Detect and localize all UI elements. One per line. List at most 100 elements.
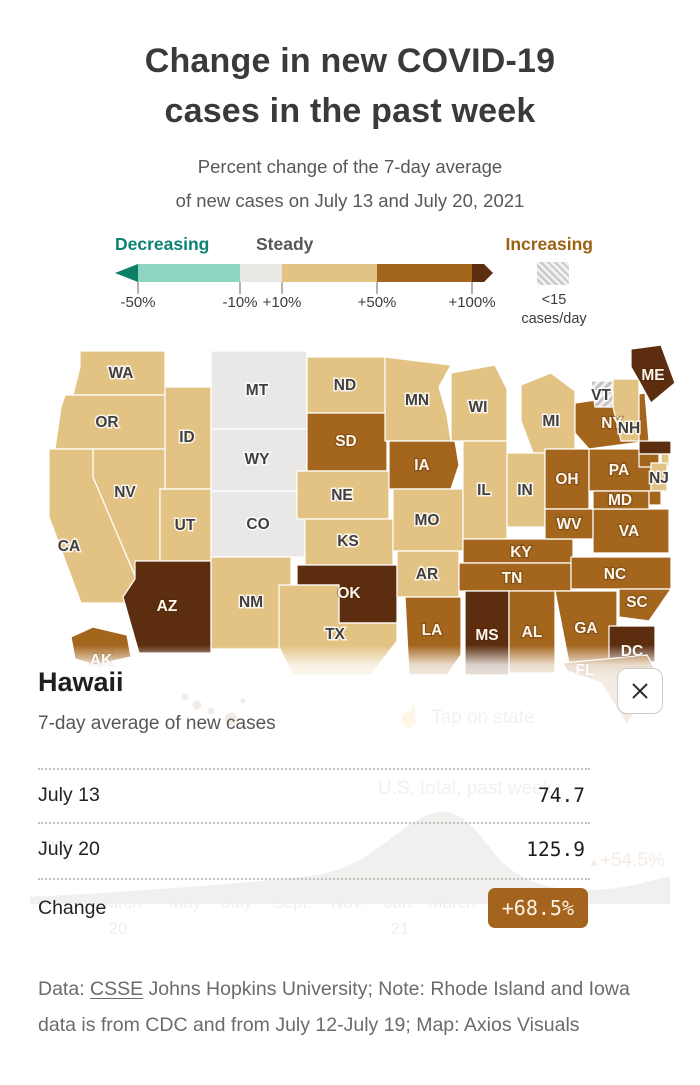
legend-tick-+10: +10% xyxy=(262,294,302,311)
row-value-july13: 74.7 xyxy=(538,784,585,807)
state-NE[interactable] xyxy=(296,470,390,520)
state-label-MO: MO xyxy=(415,512,440,529)
state-label-NM: NM xyxy=(239,594,263,611)
state-label-KY: KY xyxy=(510,544,532,561)
legend-increasing-label: Increasing xyxy=(505,234,593,254)
state-SC[interactable] xyxy=(618,588,672,622)
state-label-MN: MN xyxy=(405,392,429,409)
state-WY[interactable] xyxy=(210,428,308,492)
legend-tick--50: -50% xyxy=(120,294,156,311)
legend-segment-tan xyxy=(282,264,377,282)
state-label-NY: NY xyxy=(601,415,623,432)
state-VA[interactable] xyxy=(592,508,670,554)
row-label-change: Change xyxy=(38,897,107,919)
state-label-ND: ND xyxy=(334,377,356,394)
state-label-MS: MS xyxy=(475,627,498,644)
state-label-WI: WI xyxy=(469,399,488,416)
legend-color-scale xyxy=(115,264,493,294)
legend-steady-label: Steady xyxy=(256,234,314,254)
state-WI[interactable] xyxy=(450,364,508,442)
state-label-NV: NV xyxy=(114,484,136,501)
state-label-MD: MD xyxy=(608,492,632,509)
state-ND[interactable] xyxy=(306,356,386,414)
state-MA[interactable] xyxy=(638,440,672,455)
source-prefix: Data: xyxy=(38,978,91,1000)
legend-hatch-line1: <15 xyxy=(541,292,567,308)
state-label-MI: MI xyxy=(542,413,559,430)
state-label-WY: WY xyxy=(245,451,271,468)
popup-state-name: Hawaii xyxy=(38,667,124,697)
state-label-NE: NE xyxy=(331,487,353,504)
legend-segment-brown xyxy=(377,264,472,282)
popup-subtitle: 7-day average of new cases xyxy=(38,713,276,734)
legend-tick-+100: +100% xyxy=(448,294,496,311)
legend-arrow-decreasing xyxy=(115,264,138,282)
state-CO[interactable] xyxy=(210,490,308,558)
state-label-WV: WV xyxy=(557,516,583,533)
legend-segment-gray xyxy=(240,264,282,282)
state-label-AZ: AZ xyxy=(157,598,178,615)
state-label-IL: IL xyxy=(477,482,491,499)
state-IL[interactable] xyxy=(462,440,508,540)
state-label-CA: CA xyxy=(58,538,80,555)
title-line-2: cases in the past week xyxy=(164,92,536,130)
legend-decreasing-label: Decreasing xyxy=(115,234,210,254)
state-label-TN: TN xyxy=(502,570,523,587)
row-label-july20: July 20 xyxy=(38,838,100,860)
subtitle-line-1: Percent change of the 7-day average xyxy=(197,156,503,177)
state-KY[interactable] xyxy=(462,538,574,564)
state-label-IA: IA xyxy=(414,457,430,474)
legend-segment-teal xyxy=(138,264,240,282)
page-title: Change in new COVID-19 cases in the past… xyxy=(0,36,700,136)
state-IA[interactable] xyxy=(388,440,460,490)
row-value-july20: 125.9 xyxy=(526,838,585,861)
dotted-divider xyxy=(38,822,590,824)
legend-arrow-increasing xyxy=(472,264,493,282)
title-line-1: Change in new COVID-19 xyxy=(144,42,556,80)
dotted-divider xyxy=(38,768,590,770)
legend-tick-+50: +50% xyxy=(357,294,397,311)
state-label-MT: MT xyxy=(246,382,269,399)
state-label-KS: KS xyxy=(337,533,359,550)
state-label-IN: IN xyxy=(517,482,533,499)
state-label-NC: NC xyxy=(604,566,626,583)
row-label-july13: July 13 xyxy=(38,784,100,806)
state-label-CO: CO xyxy=(246,516,269,533)
state-label-AL: AL xyxy=(522,624,543,641)
state-labels: WA OR CA ID NV UT AZ NM MT WY CO ND SD N… xyxy=(56,364,670,681)
state-label-VA: VA xyxy=(619,523,639,540)
state-ME[interactable] xyxy=(630,345,676,404)
source-rest: Johns Hopkins University; Note: Rhode Is… xyxy=(38,978,630,1036)
state-label-ME: ME xyxy=(641,367,664,384)
state-label-TX: TX xyxy=(325,626,345,643)
legend-tick--10: -10% xyxy=(222,294,258,311)
change-percent-badge: +68.5% xyxy=(487,888,588,928)
legend-hatch-caption: <15 cases/day xyxy=(516,291,592,329)
legend-hatch-line2: cases/day xyxy=(521,311,587,327)
state-label-GA: GA xyxy=(574,620,597,637)
state-label-OR: OR xyxy=(95,414,118,431)
state-label-LA: LA xyxy=(422,622,443,639)
close-button[interactable] xyxy=(617,668,663,714)
state-NC[interactable] xyxy=(570,556,672,590)
state-label-OH: OH xyxy=(555,471,578,488)
state-label-SD: SD xyxy=(335,433,357,450)
state-NM[interactable] xyxy=(210,556,292,650)
legend-hatch-swatch xyxy=(537,262,569,285)
state-label-AR: AR xyxy=(416,566,438,583)
state-label-UT: UT xyxy=(175,517,196,534)
source-note: Data: CSSE Johns Hopkins University; Not… xyxy=(38,971,666,1043)
csse-link[interactable]: CSSE xyxy=(90,978,144,1000)
state-label-VT: VT xyxy=(591,387,611,404)
state-WV[interactable] xyxy=(544,508,594,540)
state-detail-popup: Hawaii 7-day average of new cases July 1… xyxy=(0,645,700,1085)
state-AR[interactable] xyxy=(396,550,460,598)
state-label-SC: SC xyxy=(626,594,648,611)
state-NH[interactable] xyxy=(612,378,640,442)
dotted-divider xyxy=(38,878,590,880)
state-label-OK: OK xyxy=(337,585,361,602)
state-DE[interactable] xyxy=(648,490,662,506)
close-icon xyxy=(632,683,648,699)
state-label-NJ: NJ xyxy=(649,470,669,487)
state-MN[interactable] xyxy=(384,356,452,442)
